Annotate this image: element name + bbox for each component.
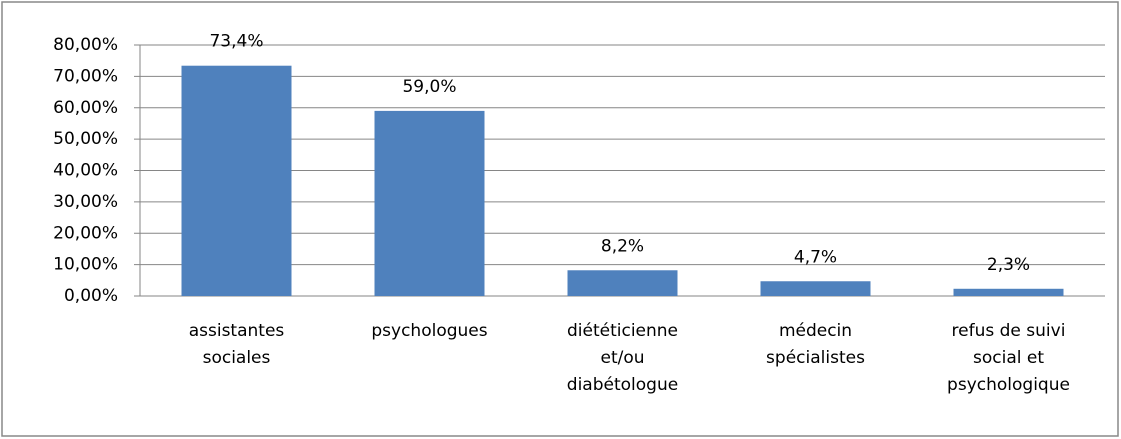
value-label: 2,3% [987, 255, 1030, 275]
x-tick-label: refus de suivi social et psychologique [947, 321, 1070, 395]
bar [181, 65, 292, 297]
y-tick-label: 30,00% [53, 192, 118, 212]
y-tick-label: 0,00% [64, 286, 118, 306]
y-tick-label: 70,00% [53, 66, 118, 86]
bar [374, 110, 485, 296]
value-label: 4,7% [794, 247, 837, 267]
x-tick-label: psychologues [371, 321, 488, 341]
y-tick-label: 80,00% [53, 35, 118, 55]
value-label: 8,2% [601, 236, 644, 256]
x-tick-label: médecin spécialistes [766, 321, 865, 368]
value-label: 59,0% [402, 77, 456, 97]
y-tick-label: 20,00% [53, 223, 118, 243]
y-tick-label: 40,00% [53, 161, 118, 181]
bar [760, 281, 871, 296]
value-label: 73,4% [209, 32, 263, 52]
x-tick-label: diététicienne et/ou diabétologue [566, 321, 679, 395]
bar [567, 270, 678, 296]
y-tick-label: 10,00% [53, 255, 118, 275]
x-tick-label: assistantes sociales [188, 321, 285, 368]
bar [953, 288, 1064, 296]
y-tick-label: 60,00% [53, 98, 118, 118]
y-tick-label: 50,00% [53, 129, 118, 149]
